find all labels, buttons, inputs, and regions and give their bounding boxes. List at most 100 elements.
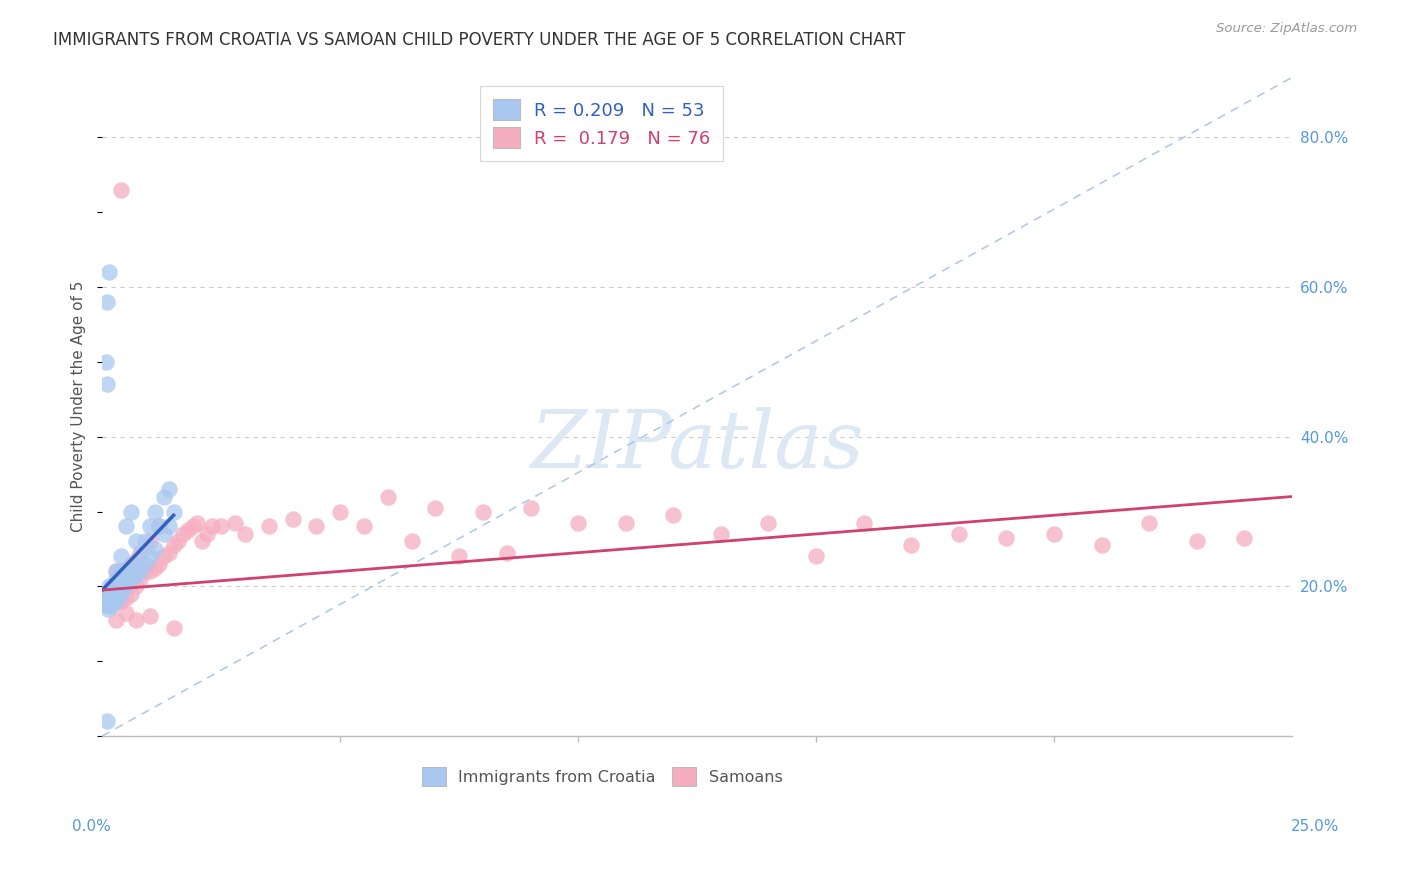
Point	[124, 613, 146, 627]
Point	[120, 565, 142, 579]
Point	[105, 572, 128, 586]
Point	[115, 519, 138, 533]
Point	[96, 591, 118, 605]
Point	[120, 572, 142, 586]
Text: ZIPatlas: ZIPatlas	[530, 408, 863, 485]
Point	[94, 598, 117, 612]
Point	[124, 579, 146, 593]
Text: Source: ZipAtlas.com: Source: ZipAtlas.com	[1216, 22, 1357, 36]
Point	[804, 549, 827, 564]
Point	[139, 534, 162, 549]
Point	[100, 598, 122, 612]
Point	[110, 183, 132, 197]
Legend: Immigrants from Croatia, Samoans: Immigrants from Croatia, Samoans	[413, 759, 790, 794]
Point	[281, 512, 304, 526]
Point	[96, 587, 118, 601]
Point	[110, 587, 132, 601]
Point	[100, 598, 122, 612]
Point	[353, 519, 375, 533]
Point	[449, 549, 471, 564]
Point	[100, 583, 122, 598]
Point	[107, 591, 129, 605]
Point	[995, 531, 1018, 545]
Point	[900, 538, 922, 552]
Point	[143, 504, 166, 518]
Point	[305, 519, 328, 533]
Point	[96, 295, 118, 310]
Point	[96, 714, 118, 728]
Point	[139, 549, 162, 564]
Point	[662, 508, 685, 523]
Point	[948, 527, 970, 541]
Text: 25.0%: 25.0%	[1291, 820, 1339, 834]
Point	[96, 594, 118, 608]
Point	[115, 565, 138, 579]
Point	[257, 519, 280, 533]
Point	[1137, 516, 1160, 530]
Point	[201, 519, 224, 533]
Point	[129, 549, 152, 564]
Point	[110, 549, 132, 564]
Point	[425, 500, 447, 515]
Point	[710, 527, 733, 541]
Point	[96, 591, 118, 605]
Point	[157, 519, 180, 533]
Point	[233, 527, 256, 541]
Point	[177, 523, 200, 537]
Point	[134, 534, 156, 549]
Point	[157, 482, 180, 496]
Point	[153, 549, 176, 564]
Point	[148, 519, 170, 533]
Point	[115, 565, 138, 579]
Point	[224, 516, 246, 530]
Point	[105, 587, 128, 601]
Point	[110, 594, 132, 608]
Point	[108, 579, 131, 593]
Point	[1091, 538, 1114, 552]
Point	[100, 579, 122, 593]
Point	[191, 534, 214, 549]
Point	[94, 598, 117, 612]
Point	[186, 516, 208, 530]
Point	[124, 557, 146, 571]
Point	[614, 516, 637, 530]
Point	[153, 527, 176, 541]
Point	[97, 598, 120, 612]
Point	[148, 519, 170, 533]
Point	[98, 591, 121, 605]
Point	[115, 572, 138, 586]
Point	[98, 579, 121, 593]
Point	[129, 565, 152, 579]
Point	[162, 538, 184, 552]
Point	[101, 594, 124, 608]
Point	[105, 579, 128, 593]
Point	[96, 377, 118, 392]
Point	[115, 606, 138, 620]
Point	[103, 587, 125, 601]
Point	[129, 572, 152, 586]
Point	[162, 620, 184, 634]
Text: IMMIGRANTS FROM CROATIA VS SAMOAN CHILD POVERTY UNDER THE AGE OF 5 CORRELATION C: IMMIGRANTS FROM CROATIA VS SAMOAN CHILD …	[53, 31, 905, 49]
Point	[110, 579, 132, 593]
Point	[100, 594, 122, 608]
Point	[1043, 527, 1066, 541]
Point	[98, 265, 121, 279]
Point	[94, 355, 117, 369]
Point	[153, 490, 176, 504]
Point	[134, 557, 156, 571]
Point	[105, 594, 128, 608]
Point	[105, 591, 128, 605]
Point	[120, 557, 142, 571]
Text: 0.0%: 0.0%	[72, 820, 111, 834]
Point	[96, 594, 118, 608]
Point	[124, 553, 146, 567]
Point	[120, 587, 142, 601]
Point	[115, 579, 138, 593]
Point	[105, 565, 128, 579]
Point	[124, 534, 146, 549]
Point	[1233, 531, 1256, 545]
Point	[139, 565, 162, 579]
Point	[110, 565, 132, 579]
Point	[96, 587, 118, 601]
Point	[120, 504, 142, 518]
